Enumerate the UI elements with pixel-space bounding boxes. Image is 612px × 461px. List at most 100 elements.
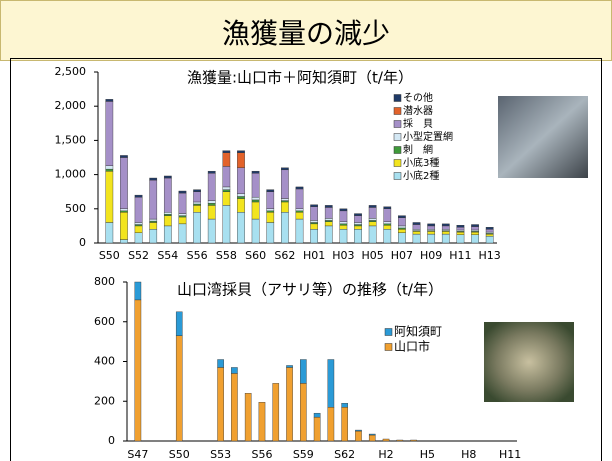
bar-segment (383, 208, 392, 222)
y-tick-label: 500 (65, 202, 86, 215)
bar-segment (178, 215, 187, 218)
bar-segment (134, 196, 143, 223)
legend-swatch (393, 133, 402, 141)
bar-segment (398, 227, 406, 230)
bar-segment (368, 225, 377, 244)
bar-segment (441, 233, 450, 244)
bar-segment (222, 191, 231, 206)
bar-segment (266, 189, 275, 192)
bar-segment (207, 173, 216, 201)
bar-segment (456, 225, 465, 228)
bar-segment (105, 170, 114, 223)
slide-title: 漁獲量の減少 (222, 17, 390, 50)
x-tick-label: S53 (210, 448, 231, 461)
bar-segment (382, 438, 390, 442)
bar-segment (193, 201, 201, 205)
bar-segment (456, 227, 465, 231)
bar-segment (251, 201, 260, 220)
bar-segment (281, 198, 289, 201)
bar-segment (354, 225, 362, 230)
bar-segment (354, 229, 362, 244)
bar-segment (120, 210, 128, 213)
legend-swatch (384, 328, 393, 336)
bar-segment (193, 189, 201, 192)
legend-label: 刺 網 (403, 143, 433, 156)
x-tick-label: H07 (391, 249, 413, 262)
bar-segment (251, 199, 260, 203)
bar-segment (324, 205, 333, 208)
x-tick-label: H05 (362, 249, 384, 262)
x-tick-label: S47 (127, 448, 148, 461)
bar-segment (339, 229, 348, 244)
bar-segment (120, 157, 128, 209)
clam-photo (484, 322, 574, 402)
bar-segment (163, 212, 172, 215)
bar-segment (134, 222, 143, 225)
bar-segment (355, 430, 362, 442)
bar-segment (105, 101, 114, 166)
legend-label: その他 (403, 91, 433, 104)
bar-segment (251, 170, 260, 174)
bar-segment (412, 233, 421, 244)
legend-swatch (393, 159, 402, 167)
bar-segment (441, 231, 450, 235)
x-tick-label: H11 (449, 249, 471, 262)
bar-segment (310, 220, 318, 223)
x-tick-label: H09 (420, 249, 442, 262)
bar-segment (339, 223, 348, 226)
bar-segment (295, 188, 304, 210)
bar-segment (163, 214, 172, 216)
bar-segment (120, 208, 128, 212)
bar-segment (266, 208, 275, 212)
bar-segment (175, 311, 183, 336)
y-tick-label: 0 (108, 434, 115, 447)
bar-segment (222, 186, 231, 190)
y-tick-label: 2,500 (55, 65, 87, 78)
bar-segment (412, 224, 421, 230)
fish-photo (498, 96, 588, 178)
x-tick-label: S62 (274, 249, 295, 262)
bar-segment (258, 402, 266, 442)
bar-segment (120, 155, 128, 158)
y-tick-label: 200 (94, 394, 115, 407)
x-tick-label: H11 (499, 448, 521, 461)
bar-segment (398, 225, 406, 229)
bar-segment (266, 222, 275, 244)
bar-segment (163, 177, 172, 213)
bar-segment (300, 359, 307, 384)
bar-segment (339, 225, 348, 230)
bar-segment (193, 191, 201, 203)
bar-segment (266, 212, 275, 223)
bar-segment (193, 205, 201, 213)
bar-segment (149, 218, 158, 222)
bar-segment (149, 222, 158, 230)
legend-label: 潜水器 (403, 104, 433, 117)
bar-segment (237, 212, 245, 244)
bar-segment (266, 210, 275, 213)
bar-segment (368, 221, 377, 227)
bar-segment (222, 205, 231, 244)
bar-segment (313, 416, 321, 442)
y-tick-label: 1,500 (55, 133, 87, 146)
bar-segment (383, 221, 392, 225)
x-tick-label: S50 (99, 249, 120, 262)
bar-segment (251, 196, 260, 201)
bar-segment (339, 208, 348, 212)
bar-segment (368, 434, 376, 442)
bar-segment (207, 203, 216, 206)
x-tick-label: H13 (479, 249, 501, 262)
bar-segment (134, 225, 143, 233)
bar-segment (396, 439, 404, 442)
legend-swatch (384, 343, 393, 351)
y-tick-label: 600 (94, 315, 115, 328)
bar-segment (310, 222, 318, 225)
bar-segment (383, 225, 392, 230)
bar-segment (281, 201, 289, 213)
bar-segment (217, 367, 224, 442)
bar-segment (324, 207, 333, 219)
bar-segment (471, 224, 479, 227)
x-tick-label: S58 (216, 249, 237, 262)
bar-segment (251, 218, 260, 244)
y-tick-label: 2,000 (55, 99, 87, 112)
